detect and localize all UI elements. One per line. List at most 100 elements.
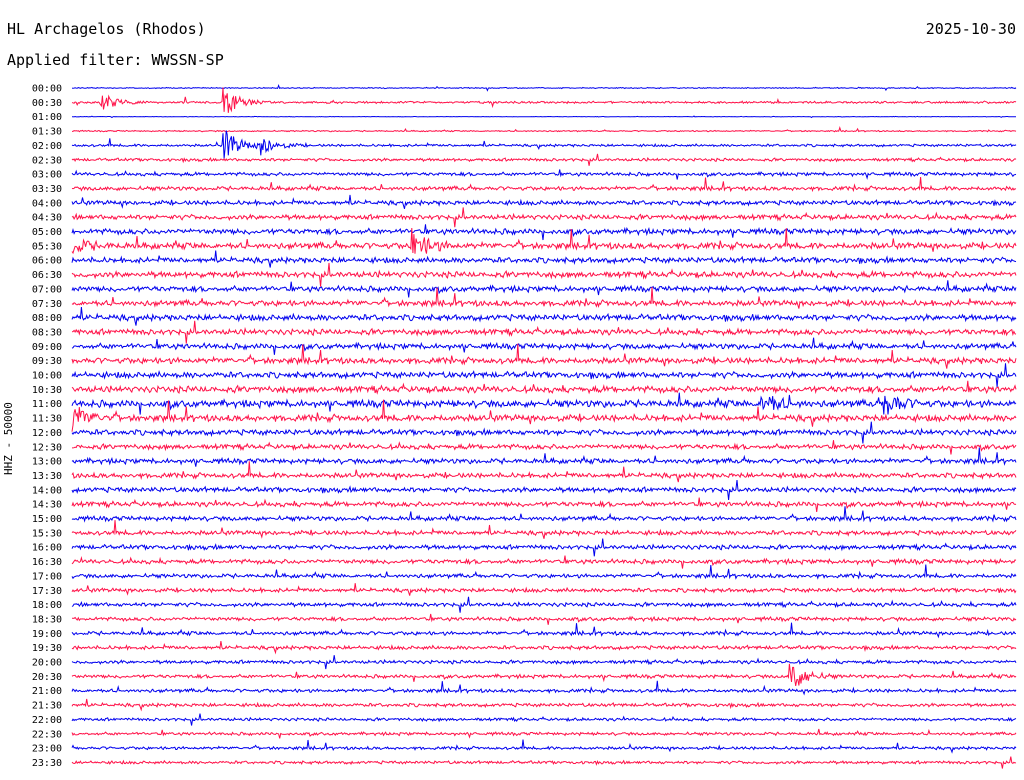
- trace-line: [71, 506, 1017, 523]
- trace-line: [72, 440, 1017, 455]
- trace-line: [71, 555, 1017, 569]
- trace-line: [71, 680, 1017, 696]
- time-tick-label: 02:00: [32, 141, 62, 152]
- time-tick-label: 11:30: [32, 414, 62, 425]
- trace-line: [71, 447, 1017, 467]
- time-tick-label: 01:30: [32, 127, 62, 138]
- time-tick-label: 09:30: [32, 356, 62, 367]
- time-tick-label: 23:00: [32, 744, 62, 755]
- trace-line: [71, 663, 1017, 686]
- time-tick-label: 21:30: [32, 701, 62, 712]
- time-tick-label: 13:30: [32, 471, 62, 482]
- time-tick-label: 03:30: [32, 184, 62, 195]
- time-tick-label: 15:00: [32, 514, 62, 525]
- time-tick-label: 08:00: [32, 313, 62, 324]
- time-tick-labels: 00:00 00:30 01:00 01:30 02:00 02:30 03:00 03:30…: [32, 84, 62, 769]
- time-tick-label: 05:30: [32, 241, 62, 252]
- time-tick-label: 21:00: [32, 686, 62, 697]
- trace-line: [72, 115, 1017, 119]
- trace-line: [71, 250, 1017, 268]
- time-tick-label: 07:30: [32, 299, 62, 310]
- trace-line: [72, 126, 1017, 133]
- time-tick-label: 04:00: [32, 198, 62, 209]
- trace-line: [71, 343, 1017, 369]
- trace-line: [71, 655, 1017, 670]
- trace-line: [71, 756, 1017, 769]
- time-tick-label: 22:00: [32, 715, 62, 726]
- time-tick-label: 02:30: [32, 155, 62, 166]
- trace-line: [71, 177, 1017, 193]
- trace-line: [71, 564, 1017, 580]
- time-tick-label: 03:00: [32, 170, 62, 181]
- trace-line: [71, 363, 1017, 388]
- time-tick-label: 19:00: [32, 629, 62, 640]
- trace-line: [71, 130, 1017, 159]
- trace-line: [71, 380, 1017, 395]
- date-label: 2025-10-30: [925, 20, 1016, 38]
- trace-line: [71, 613, 1017, 625]
- trace-line: [71, 728, 1017, 739]
- seismogram-traces: [71, 84, 1017, 769]
- trace-line: [71, 227, 1017, 255]
- trace-line: [71, 698, 1017, 712]
- time-tick-label: 08:30: [32, 327, 62, 338]
- time-tick-label: 14:30: [32, 500, 62, 511]
- time-tick-label: 04:30: [32, 213, 62, 224]
- trace-line: [71, 583, 1017, 596]
- trace-line: [71, 713, 1017, 726]
- trace-line: [71, 286, 1017, 309]
- trace-line: [71, 596, 1017, 613]
- trace-line: [71, 207, 1017, 228]
- time-tick-label: 06:00: [32, 256, 62, 267]
- time-tick-label: 17:00: [32, 571, 62, 582]
- time-tick-label: 20:00: [32, 658, 62, 669]
- trace-line: [71, 480, 1017, 500]
- time-tick-label: 18:30: [32, 614, 62, 625]
- time-tick-label: 23:30: [32, 758, 62, 769]
- time-tick-label: 12:00: [32, 428, 62, 439]
- trace-line: [71, 641, 1017, 655]
- trace-line: [71, 622, 1017, 639]
- trace-line: [71, 194, 1017, 209]
- trace-line: [71, 307, 1017, 326]
- time-tick-label: 16:30: [32, 557, 62, 568]
- trace-line: [71, 280, 1017, 298]
- time-tick-label: 13:00: [32, 457, 62, 468]
- time-tick-label: 17:30: [32, 586, 62, 597]
- trace-line: [71, 538, 1017, 557]
- trace-line: [71, 421, 1017, 444]
- trace-line: [71, 320, 1017, 344]
- time-tick-label: 18:00: [32, 600, 62, 611]
- trace-line: [71, 739, 1017, 754]
- time-tick-label: 19:30: [32, 643, 62, 654]
- time-tick-label: 14:00: [32, 485, 62, 496]
- time-tick-label: 15:30: [32, 528, 62, 539]
- time-tick-label: 07:00: [32, 284, 62, 295]
- time-tick-label: 11:00: [32, 399, 62, 410]
- trace-line: [71, 399, 1017, 432]
- trace-line: [71, 169, 1017, 180]
- time-tick-label: 10:30: [32, 385, 62, 396]
- trace-line: [71, 461, 1017, 483]
- time-tick-label: 16:00: [32, 543, 62, 554]
- time-tick-label: 09:00: [32, 342, 62, 353]
- trace-line: [71, 337, 1017, 355]
- trace-line: [71, 224, 1017, 241]
- time-tick-label: 00:00: [32, 84, 62, 95]
- time-tick-label: 10:00: [32, 371, 62, 382]
- trace-line: [71, 520, 1017, 539]
- trace-line: [71, 153, 1017, 166]
- time-tick-label: 06:30: [32, 270, 62, 281]
- filter-label: Applied filter: WWSSN-SP: [7, 51, 224, 69]
- time-tick-label: 22:30: [32, 729, 62, 740]
- time-tick-label: 00:30: [32, 98, 62, 109]
- trace-line: [71, 497, 1017, 512]
- trace-line: [71, 262, 1017, 287]
- time-tick-label: 01:00: [32, 112, 62, 123]
- time-tick-label: 05:00: [32, 227, 62, 238]
- trace-line: [71, 84, 1017, 92]
- time-tick-label: 12:30: [32, 442, 62, 453]
- time-tick-label: 20:30: [32, 672, 62, 683]
- trace-line: [71, 87, 1017, 113]
